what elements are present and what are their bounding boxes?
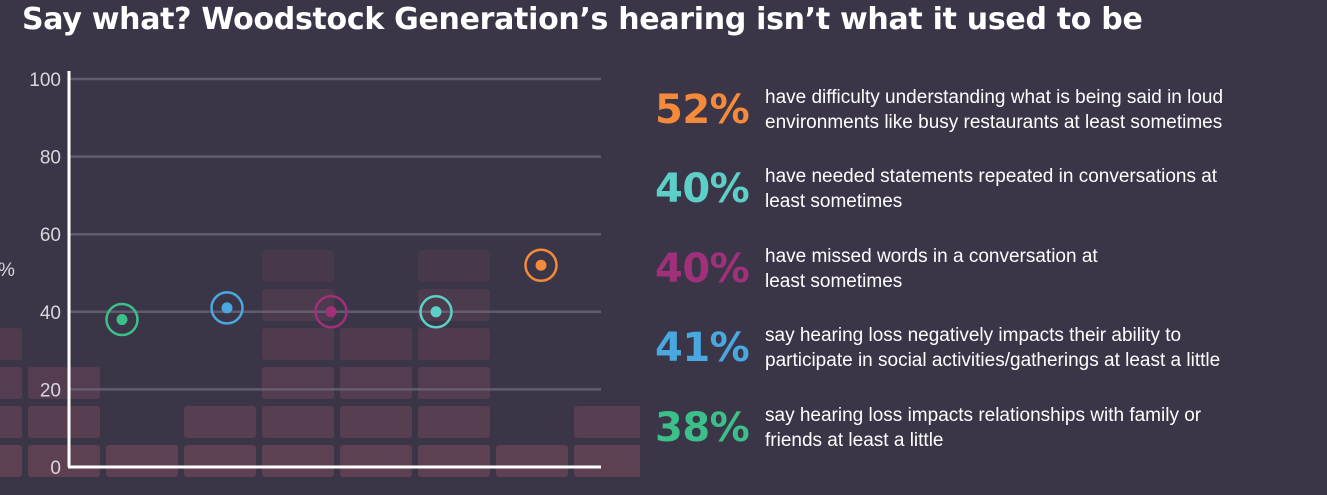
stat-percent: 40% xyxy=(655,166,750,212)
background-bar-cell xyxy=(0,367,22,399)
background-bar-cell xyxy=(0,445,22,477)
background-bar-cell xyxy=(496,445,568,477)
stat-description: say hearing loss negatively impacts thei… xyxy=(765,325,1221,371)
y-tick-label: 0 xyxy=(50,458,61,479)
data-point xyxy=(325,306,337,318)
chart: 0 20 40 60 80 100 xyxy=(0,70,640,479)
data-point xyxy=(430,306,442,318)
background-bar-cell xyxy=(28,445,100,477)
data-point-ring xyxy=(210,291,244,325)
data-point-ring xyxy=(419,295,453,329)
background-bar-cell xyxy=(574,406,640,438)
background-bar-cell xyxy=(262,250,334,282)
y-tick-label: 100 xyxy=(29,70,61,91)
stat-item: 38% say hearing loss impacts relationshi… xyxy=(655,398,1325,458)
page-title: Say what? Woodstock Generation’s hearing… xyxy=(22,2,1143,37)
background-bar-cell xyxy=(106,445,178,477)
background-bar-cell xyxy=(184,406,256,438)
background-bar-cell xyxy=(340,367,412,399)
data-point-ring xyxy=(105,302,139,337)
data-point xyxy=(535,259,547,271)
background-bar-cell xyxy=(28,406,100,438)
y-axis-unit: % xyxy=(0,260,15,282)
y-tick-label: 80 xyxy=(40,148,61,169)
stat-percent: 52% xyxy=(655,87,750,133)
background-bar-cell xyxy=(262,328,334,360)
stat-description: have missed words in a conversation at l… xyxy=(765,246,1098,292)
background-bar-cell xyxy=(340,328,412,360)
background-bar-cell xyxy=(28,367,100,399)
stat-item: 52% have difficulty understanding what i… xyxy=(655,80,1325,140)
stat-item: 40% have needed statements repeated in c… xyxy=(655,159,1325,219)
stat-description: have needed statements repeated in conve… xyxy=(765,166,1218,212)
background-bar-cell xyxy=(418,328,490,360)
stat-description: say hearing loss impacts relationships w… xyxy=(765,405,1202,451)
background-bar-cell xyxy=(340,406,412,438)
background-bar-cell xyxy=(418,250,490,282)
stat-item: 40% have missed words in a conversation … xyxy=(655,239,1325,299)
background-bar-cell xyxy=(262,289,334,321)
data-point-ring xyxy=(524,248,558,282)
y-tick-label: 20 xyxy=(40,380,61,401)
stat-item: 41% say hearing loss negatively impacts … xyxy=(655,318,1325,378)
y-tick-label: 40 xyxy=(40,303,61,324)
background-bar-cell xyxy=(340,445,412,477)
background-bar-cell xyxy=(262,406,334,438)
background-bar-cell xyxy=(262,367,334,399)
stat-percent: 41% xyxy=(655,325,750,371)
data-point-ring xyxy=(314,295,348,329)
data-point xyxy=(116,314,128,326)
background-bar-cell xyxy=(418,289,490,321)
background-bar-cell xyxy=(574,445,640,477)
y-tick-label: 60 xyxy=(40,225,61,246)
stat-percent: 40% xyxy=(655,246,750,292)
stat-percent: 38% xyxy=(655,405,750,451)
stat-description: have difficulty understanding what is be… xyxy=(765,87,1224,133)
background-bar-cell xyxy=(0,328,22,360)
background-bar-cell xyxy=(0,406,22,438)
data-point xyxy=(221,302,233,314)
background-bar-cell xyxy=(418,367,490,399)
background-bar-cell xyxy=(262,445,334,477)
background-bar-cell xyxy=(418,406,490,438)
background-bar-cell xyxy=(418,445,490,477)
background-bar-cell xyxy=(184,445,256,477)
